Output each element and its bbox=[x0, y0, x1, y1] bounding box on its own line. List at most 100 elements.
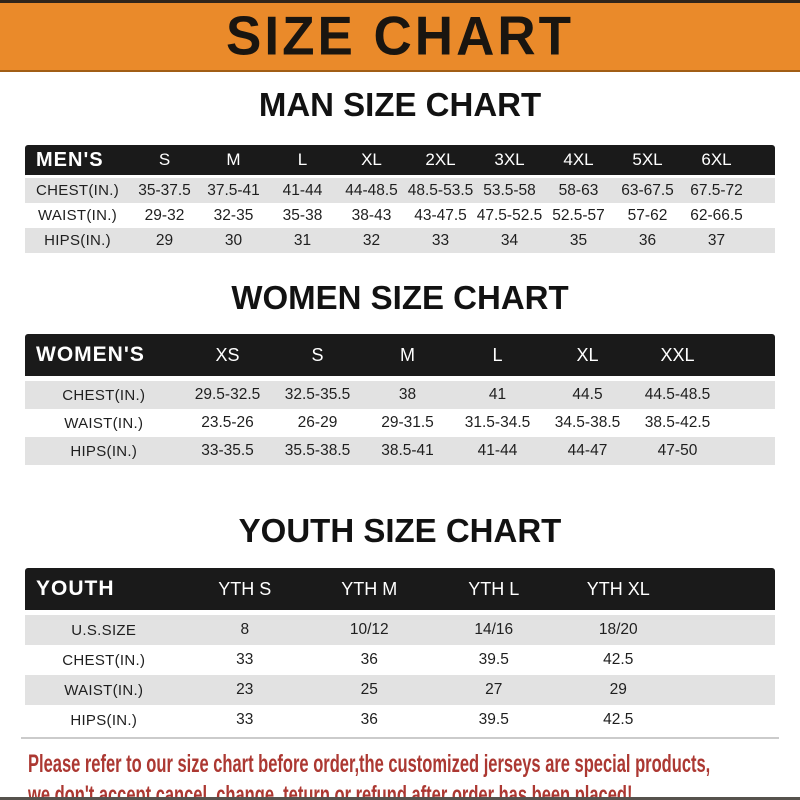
cell: 37 bbox=[682, 228, 751, 253]
cell: 42.5 bbox=[556, 645, 681, 675]
cell: 36 bbox=[613, 228, 682, 253]
cell: 53.5-58 bbox=[475, 178, 544, 203]
cell: 29-32 bbox=[130, 203, 199, 228]
row-label: HIPS(IN.) bbox=[25, 228, 130, 253]
cell: 39.5 bbox=[431, 645, 556, 675]
cell: 35-38 bbox=[268, 203, 337, 228]
cell: 33 bbox=[182, 705, 307, 735]
cell: 31 bbox=[268, 228, 337, 253]
row-label: WAIST(IN.) bbox=[25, 675, 183, 705]
cell: 44.5-48.5 bbox=[632, 381, 723, 409]
footer-note: Please refer to our size chart before or… bbox=[0, 749, 800, 800]
column-header: L bbox=[268, 145, 337, 178]
cell: 34 bbox=[475, 228, 544, 253]
cell: 25 bbox=[307, 675, 432, 705]
row-spacer bbox=[680, 615, 775, 645]
table-row: HIPS(IN.) 29 30 31 32 33 34 35 36 37 bbox=[25, 228, 775, 253]
cell: 47.5-52.5 bbox=[475, 203, 544, 228]
cell: 27 bbox=[431, 675, 556, 705]
women-table-title: WOMEN'S bbox=[25, 334, 183, 381]
row-label: U.S.SIZE bbox=[25, 615, 183, 645]
cell: 33 bbox=[406, 228, 475, 253]
cell: 44-47 bbox=[542, 437, 633, 465]
cell: 32 bbox=[337, 228, 406, 253]
sections-container: MAN SIZE CHART MEN'S S M L XL 2XL 3XL 4XL 5XL 6XL C… bbox=[0, 86, 800, 739]
cell: 44-48.5 bbox=[337, 178, 406, 203]
cell: 67.5-72 bbox=[682, 178, 751, 203]
cell: 36 bbox=[307, 645, 432, 675]
column-header: YTH L bbox=[431, 568, 556, 615]
row-label: WAIST(IN.) bbox=[25, 409, 183, 437]
column-header: 6XL bbox=[682, 145, 751, 178]
column-header: XXL bbox=[632, 334, 723, 381]
cell: 63-67.5 bbox=[613, 178, 682, 203]
column-header: 2XL bbox=[406, 145, 475, 178]
column-header: M bbox=[199, 145, 268, 178]
table-row: WAIST(IN.) 29-32 32-35 35-38 38-43 43-47.5 47.… bbox=[25, 203, 775, 228]
header-spacer bbox=[751, 145, 775, 178]
cell: 30 bbox=[199, 228, 268, 253]
cell: 57-62 bbox=[613, 203, 682, 228]
cell: 38 bbox=[362, 381, 453, 409]
youth-size-table: YOUTH YTH S YTH M YTH L YTH XL U.S.SIZE 8 10/12… bbox=[25, 568, 775, 735]
table-row: WAIST(IN.) 23 25 27 29 bbox=[25, 675, 775, 705]
row-label: HIPS(IN.) bbox=[25, 705, 183, 735]
cell: 14/16 bbox=[431, 615, 556, 645]
column-header: XS bbox=[182, 334, 273, 381]
cell: 33-35.5 bbox=[182, 437, 273, 465]
cell: 38.5-41 bbox=[362, 437, 453, 465]
column-header: YTH XL bbox=[556, 568, 681, 615]
row-spacer bbox=[680, 705, 775, 735]
banner-title: SIZE CHART bbox=[226, 5, 574, 68]
section-man: MAN SIZE CHART MEN'S S M L XL 2XL 3XL 4XL 5XL 6XL C… bbox=[0, 86, 800, 253]
row-spacer bbox=[722, 381, 775, 409]
cell: 42.5 bbox=[556, 705, 681, 735]
cell: 29.5-32.5 bbox=[182, 381, 273, 409]
row-label: WAIST(IN.) bbox=[25, 203, 130, 228]
table-row: U.S.SIZE 8 10/12 14/16 18/20 bbox=[25, 615, 775, 645]
bottom-strip bbox=[0, 797, 800, 800]
row-label: CHEST(IN.) bbox=[25, 645, 183, 675]
cell: 10/12 bbox=[307, 615, 432, 645]
row-spacer bbox=[751, 228, 775, 253]
cell: 34.5-38.5 bbox=[542, 409, 633, 437]
banner: SIZE CHART bbox=[0, 0, 800, 72]
cell: 41 bbox=[452, 381, 543, 409]
section-heading-women: WOMEN SIZE CHART bbox=[231, 278, 569, 317]
cell: 44.5 bbox=[542, 381, 633, 409]
youth-table-title: YOUTH bbox=[25, 568, 183, 615]
cell: 43-47.5 bbox=[406, 203, 475, 228]
cell: 38-43 bbox=[337, 203, 406, 228]
cell: 29-31.5 bbox=[362, 409, 453, 437]
footer-line-1: Please refer to our size chart before or… bbox=[28, 750, 711, 778]
section-heading-youth: YOUTH SIZE CHART bbox=[238, 511, 562, 550]
cell: 18/20 bbox=[556, 615, 681, 645]
column-header: YTH S bbox=[182, 568, 307, 615]
column-header: M bbox=[362, 334, 453, 381]
footer-line-2: we don't accept cancel, change, teturn o… bbox=[28, 781, 633, 800]
cell: 38.5-42.5 bbox=[632, 409, 723, 437]
table-row: CHEST(IN.) 29.5-32.5 32.5-35.5 38 41 44.5 44.5… bbox=[25, 381, 775, 409]
cell: 52.5-57 bbox=[544, 203, 613, 228]
man-table-title: MEN'S bbox=[25, 145, 130, 178]
cell: 33 bbox=[182, 645, 307, 675]
cell: 39.5 bbox=[431, 705, 556, 735]
column-header: 4XL bbox=[544, 145, 613, 178]
section-women: WOMEN SIZE CHART WOMEN'S XS S M L XL XXL CHEST(I… bbox=[0, 279, 800, 465]
cell: 32-35 bbox=[199, 203, 268, 228]
column-header: 3XL bbox=[475, 145, 544, 178]
table-row: WAIST(IN.) 23.5-26 26-29 29-31.5 31.5-34.5 34… bbox=[25, 409, 775, 437]
cell: 29 bbox=[556, 675, 681, 705]
cell: 41-44 bbox=[452, 437, 543, 465]
column-header: S bbox=[130, 145, 199, 178]
column-header: YTH M bbox=[307, 568, 432, 615]
row-label: CHEST(IN.) bbox=[25, 178, 130, 203]
table-bottom-divider bbox=[21, 737, 779, 739]
table-row: HIPS(IN.) 33 36 39.5 42.5 bbox=[25, 705, 775, 735]
cell: 31.5-34.5 bbox=[452, 409, 543, 437]
column-header: S bbox=[272, 334, 363, 381]
cell: 23.5-26 bbox=[182, 409, 273, 437]
cell: 47-50 bbox=[632, 437, 723, 465]
table-row: CHEST(IN.) 35-37.5 37.5-41 41-44 44-48.5 48.5… bbox=[25, 178, 775, 203]
